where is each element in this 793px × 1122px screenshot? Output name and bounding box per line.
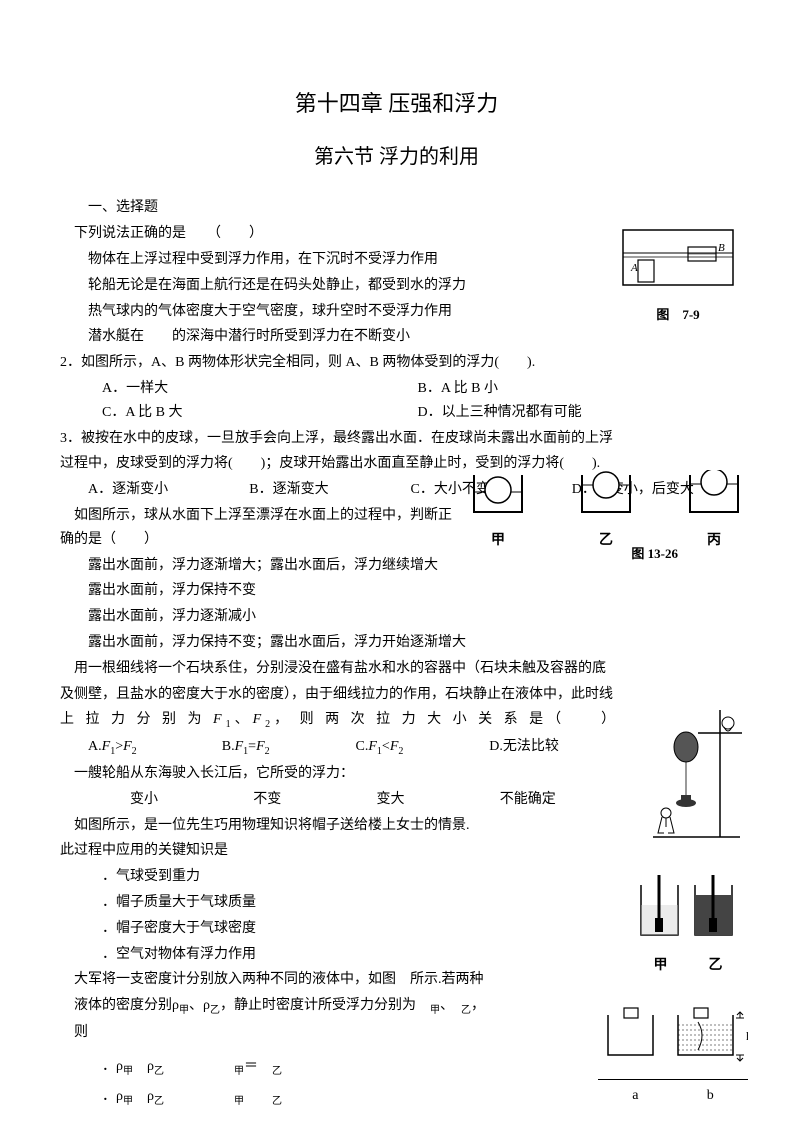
fig-7-9-svg: A B (618, 225, 738, 295)
svg-text:h: h (746, 1029, 748, 1043)
q7-line2: 此过程中应用的关键知识是 (60, 839, 623, 863)
q6-stem: 一艘轮船从东海驶入长江后，它所受的浮力： (60, 762, 733, 786)
q8-line1: 大军将一支密度计分别放入两种不同的液体中，如图 所示.若两种 (60, 968, 603, 992)
svg-text:A: A (630, 262, 638, 274)
q3-optA: A．逐渐变小 (88, 478, 249, 502)
hydro-label-yi: 乙 (709, 954, 723, 978)
fig-13-26-caption: 图 13-26 (631, 543, 678, 565)
beaker-bing: 丙 (685, 470, 743, 553)
q2-optD: D．以上三种情况都有可能 (418, 401, 734, 425)
q7-d: ．空气对物体有浮力作用 (60, 943, 623, 967)
section-title: 第六节 浮力的利用 (60, 140, 733, 174)
q5-line2: 及侧壁，且盐水的密度大于水的密度），由于细线拉力的作用，石块静止在液体中，此时线 (60, 683, 733, 707)
figure-balloon-hat (648, 705, 743, 845)
q3-line1: 3．被按在水中的皮球，一旦放手会向上浮，最终露出水面．在皮球尚未露出水面前的上浮 (60, 427, 733, 451)
q5-line1: 用一根细线将一个石块系住，分别浸没在盛有盐水和水的容器中（石块未触及容器的底 (60, 657, 733, 681)
q4-c: 露出水面前，浮力逐渐减小 (60, 605, 733, 629)
chapter-title: 第十四章 压强和浮力 (60, 85, 733, 122)
q4-a: 露出水面前，浮力逐渐增大；露出水面后，浮力继续增大 (60, 554, 453, 578)
q5-optC: C.F1<F2 (356, 735, 490, 760)
tube-label-b: b (707, 1084, 714, 1108)
q4-d: 露出水面前，浮力保持不变；露出水面后，浮力开始逐渐增大 (60, 631, 733, 655)
q5-optB: B.F1=F2 (222, 735, 356, 760)
q7-line1: 如图所示，是一位先生巧用物理知识将帽子送给楼上女士的情景. (60, 814, 623, 838)
q5-optD: D.无法比较 (489, 735, 623, 760)
figure-ab-tubes: h a b (598, 1000, 748, 1108)
q6-a: 变小 (130, 788, 253, 812)
q1-b: 轮船无论是在海面上航行还是在码头处静止，都受到水的浮力 (60, 274, 593, 298)
section-heading: 一、选择题 (60, 196, 733, 220)
hydro-label-jia: 甲 (654, 954, 668, 978)
q1-d: 潜水艇在 的深海中潜行时所受到浮力在不断变小 (60, 325, 593, 349)
q3-optB: B．逐渐变大 (249, 478, 410, 502)
q5-optA: A.F1>F2 (88, 735, 222, 760)
q4-stem: 如图所示，球从水面下上浮至漂浮在水面上的过程中，判断正确的是（ ） (60, 504, 453, 552)
q6-b: 不变 (253, 788, 376, 812)
figure-13-26: 甲 乙 丙 (469, 470, 743, 553)
figure-hydrometer: 甲 乙 (633, 870, 743, 978)
q7-b: ．帽子质量大于气球质量 (60, 891, 623, 915)
svg-text:B: B (718, 242, 725, 254)
q8-line2: 液体的密度分别ρ甲、ρ乙，静止时密度计所受浮力分别为 甲、 乙， (60, 994, 603, 1019)
q7-c: ．帽子密度大于气球密度 (60, 917, 623, 941)
q7-a: ．气球受到重力 (60, 865, 623, 889)
q4-b: 露出水面前，浮力保持不变 (60, 579, 733, 603)
figure-7-9: A B 图 7-9 (618, 225, 738, 326)
q1-c: 热气球内的气体密度大于空气密度，球升空时不受浮力作用 (60, 300, 593, 324)
tube-label-a: a (632, 1084, 638, 1108)
beaker-jia: 甲 (469, 470, 527, 553)
q6-c: 变大 (377, 788, 500, 812)
q6-d: 不能确定 (500, 788, 623, 812)
fig-7-9-caption: 图 7-9 (618, 304, 738, 326)
q2-optB: B．A 比 B 小 (418, 377, 734, 401)
q5-line3: 上 拉 力 分 别 为 F1、F2， 则 两 次 拉 力 大 小 关 系 是（ … (60, 708, 733, 733)
q2-optA: A．一样大 (102, 377, 418, 401)
q8-line3: 则 (60, 1021, 603, 1045)
q2-stem: 2．如图所示，A、B 两物体形状完全相同，则 A、B 两物体受到的浮力( ). (60, 351, 593, 375)
beaker-yi: 乙 (577, 470, 635, 553)
q2-optC: C．A 比 B 大 (102, 401, 418, 425)
